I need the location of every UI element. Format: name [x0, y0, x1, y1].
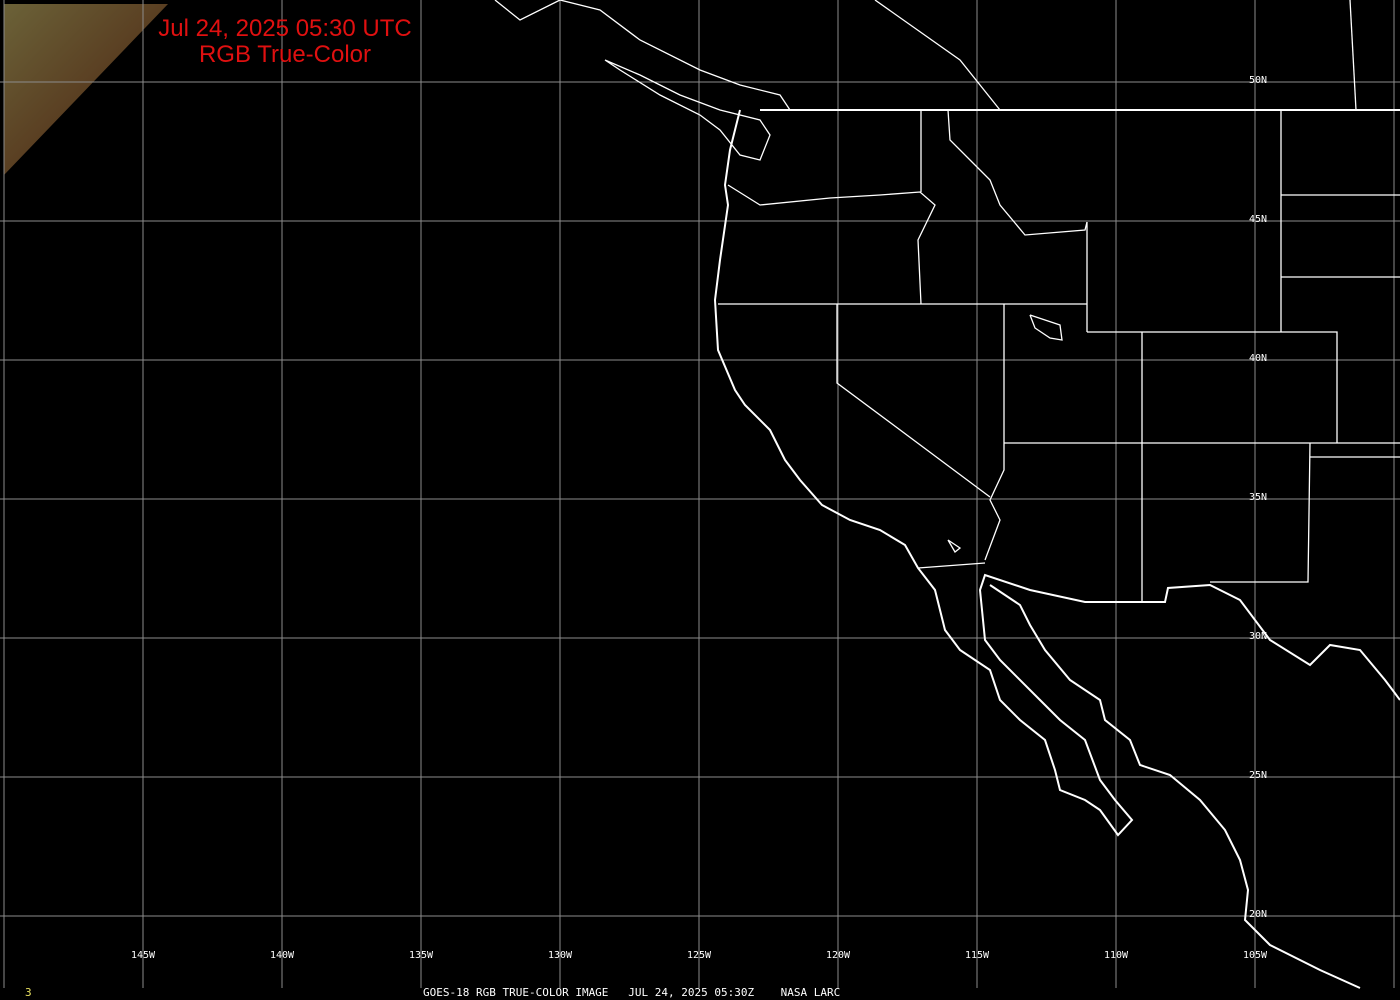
lon-label: 115W: [965, 950, 990, 961]
lon-label: 120W: [826, 950, 851, 961]
image-caption: GOES-18 RGB TRUE-COLOR IMAGE JUL 24, 202…: [423, 986, 841, 999]
wa-or-border: [727, 184, 936, 305]
ca-nv-border: [836, 304, 991, 498]
id-mt-border: [947, 109, 1088, 236]
canada-coast: [494, 0, 791, 111]
lat-label: 50N: [1249, 75, 1268, 86]
vancouver-island-coast: [604, 59, 771, 161]
lat-label: 20N: [1249, 909, 1268, 920]
lon-label: 140W: [270, 950, 295, 961]
ut-co-az-nm-border: [1087, 331, 1338, 443]
lon-label: 145W: [131, 950, 156, 961]
lat-label: 35N: [1249, 492, 1268, 503]
satellite-imagery-corner: [4, 4, 168, 175]
ca-mexico-border: [917, 562, 986, 569]
nm-tx-border: [1210, 442, 1311, 583]
great-salt-lake: [1029, 314, 1063, 341]
us-mexico-coastline: [713, 109, 1400, 837]
lon-label: 130W: [548, 950, 573, 961]
lat-label: 30N: [1249, 631, 1268, 642]
map-datetime-title: Jul 24, 2025 05:30 UTC: [158, 15, 412, 42]
coastlines-and-borders: [494, 0, 1400, 989]
lon-label: 105W: [1243, 950, 1268, 961]
bc-alberta-border: [874, 0, 1001, 111]
salton-sea: [947, 539, 962, 553]
lat-label: 25N: [1249, 770, 1268, 781]
nv-ut-border: [984, 304, 1005, 561]
lon-label: 135W: [409, 950, 434, 961]
frame-number: 3: [25, 986, 32, 999]
map-product-title: RGB True-Color: [198, 41, 372, 68]
lon-label: 110W: [1104, 950, 1129, 961]
lat-label: 45N: [1249, 214, 1268, 225]
lat-label: 40N: [1249, 353, 1268, 364]
lon-label: 125W: [687, 950, 712, 961]
gulf-of-california-mainland-coast: [989, 584, 1361, 989]
canada-province-border: [1349, 0, 1357, 111]
